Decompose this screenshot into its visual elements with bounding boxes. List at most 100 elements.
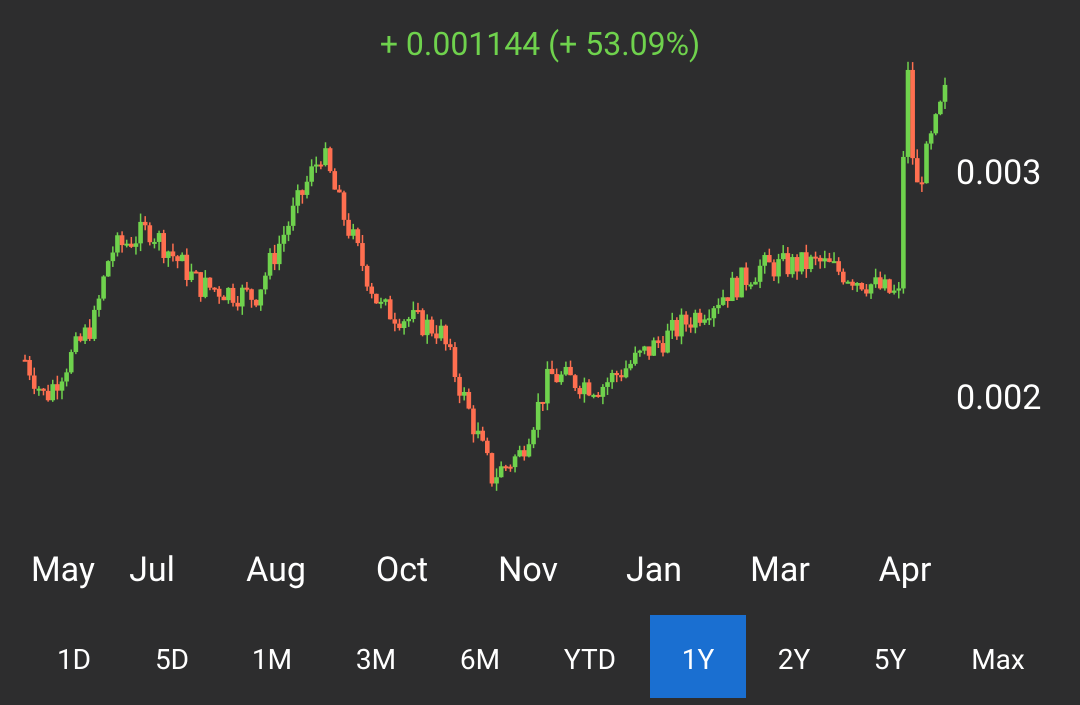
candle-body [96,298,102,310]
candle-body [767,255,772,263]
candle-body [757,265,763,282]
candle-body [41,388,46,391]
candle-body [804,252,809,270]
candle-body [600,386,606,397]
range-1y-button[interactable]: 1Y [650,615,746,698]
candle-body [415,310,421,313]
candle-body [110,252,116,262]
candle-body [790,257,795,275]
candle-body [392,319,398,324]
candle-body [244,287,250,290]
candle-body [656,340,661,344]
candle-body [924,143,929,184]
candle-body [517,450,522,457]
candle-body [868,284,874,294]
candle-body [309,166,314,182]
x-label-apr: Apr [878,550,932,590]
candle-body [646,346,652,356]
candle-body [230,287,236,303]
candle-body [730,277,735,301]
candle-body [905,69,911,157]
candle-body [928,133,934,144]
candle-body [401,321,407,329]
candle-body [27,360,32,376]
candle-body [679,314,684,337]
range-ytd-button[interactable]: YTD [563,643,617,676]
candle-body [263,275,268,290]
range-5y-button[interactable]: 5Y [873,643,907,676]
candle-body [896,288,902,291]
candle-body [378,301,384,304]
candle-body [166,251,171,258]
candle-body [887,279,892,293]
candle-body [494,477,499,484]
range-1d-button[interactable]: 1D [56,643,92,676]
candle-body [554,374,559,383]
candle-body [817,257,823,262]
candle-body [184,254,190,280]
price-change-label: + 0.001144 (+ 53.09%) [379,25,701,63]
candle-body [688,324,694,328]
x-label-oct: Oct [375,550,429,590]
candle-body [323,148,328,166]
candle-body [286,225,291,235]
candle-body [332,171,338,190]
candle-body [115,235,120,253]
x-label-jan: Jan [625,550,683,590]
range-5d-button[interactable]: 5D [154,643,190,676]
candle-body [387,299,393,320]
candle-body [540,401,546,404]
candle-body [577,388,583,395]
candle-body [239,287,245,307]
candle-body [563,366,569,375]
candle-body [582,382,587,395]
range-6m-button[interactable]: 6M [459,643,501,676]
candle-body [910,69,915,159]
candle-body [739,267,744,298]
candle-body [290,205,296,226]
range-2y-button[interactable]: 2Y [777,643,811,676]
candle-body [720,297,726,305]
range-max-button[interactable]: Max [971,643,1025,676]
candle-body [406,318,412,322]
candle-body [845,281,851,284]
candle-body [693,312,698,328]
candle-body [466,391,472,409]
candle-body [711,308,717,319]
candle-body [725,297,731,301]
candle-body [942,84,948,102]
candle-body [831,261,837,264]
candle-body [489,453,495,484]
candle-body [461,391,467,396]
candle-body [341,192,347,220]
candle-body [531,429,536,445]
candle-body [142,221,148,226]
candle-body [179,254,185,262]
candle-body [535,401,541,430]
candle-body [651,340,657,356]
candle-body [161,233,166,258]
candle-body [36,388,42,391]
candle-body [512,456,518,468]
candle-body [346,219,351,236]
candle-body [152,241,157,244]
candle-body [73,336,79,353]
candle-body [216,288,222,297]
range-3m-button[interactable]: 3M [355,643,397,676]
candle-body [22,359,28,362]
candle-body [31,375,37,389]
candle-body [697,312,703,323]
candle-body [350,229,356,236]
candle-body [304,181,310,195]
range-1m-button[interactable]: 1M [251,643,293,676]
candle-body [129,243,134,247]
candle-body [276,243,282,265]
candle-body [221,296,227,301]
candle-body [101,276,106,299]
candle-body [360,243,365,266]
candle-body [619,375,624,378]
price-chart [22,61,948,491]
candle-body [873,277,878,285]
candle-body [434,333,439,339]
candle-body [50,384,56,401]
